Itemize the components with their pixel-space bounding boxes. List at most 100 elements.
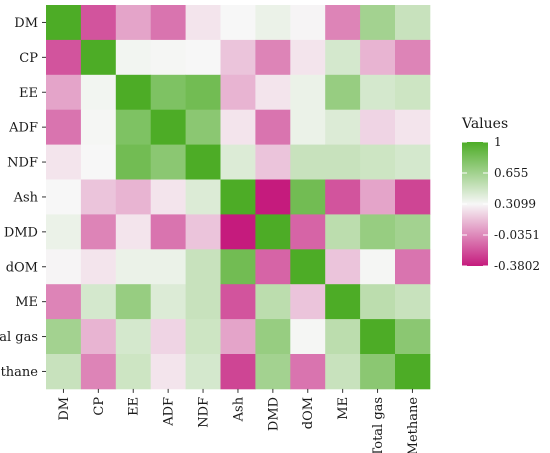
heatmap-cell bbox=[150, 284, 186, 320]
heatmap-cell bbox=[220, 39, 256, 76]
legend-tick-label: 0.3099 bbox=[494, 197, 536, 211]
x-tick-label: CP bbox=[92, 397, 107, 416]
heatmap-cell bbox=[360, 144, 396, 180]
y-tick-label: DM bbox=[14, 16, 38, 31]
x-tick-label: ME bbox=[336, 397, 351, 420]
heatmap-cell bbox=[290, 5, 326, 41]
y-tick-label: DMD bbox=[4, 225, 38, 240]
heatmap-cell bbox=[115, 5, 152, 41]
heatmap-cell bbox=[220, 249, 256, 285]
heatmap-cell bbox=[115, 214, 152, 250]
y-tick-label: CP bbox=[19, 51, 38, 66]
heatmap-cell bbox=[115, 74, 152, 111]
heatmap-cell bbox=[46, 214, 82, 250]
heatmap-cell bbox=[255, 319, 291, 355]
heatmap-cell bbox=[395, 249, 431, 285]
heatmap-cell bbox=[80, 109, 117, 145]
heatmap-cell bbox=[150, 214, 186, 250]
heatmap-cell bbox=[115, 109, 152, 145]
heatmap-cell bbox=[185, 179, 221, 215]
heatmap-cell bbox=[115, 354, 152, 390]
heatmap-cell bbox=[255, 179, 291, 215]
heatmap-cell bbox=[46, 354, 82, 390]
heatmap-cell bbox=[395, 284, 431, 320]
heatmap-cell bbox=[360, 179, 396, 215]
heatmap-cell bbox=[80, 144, 117, 180]
heatmap-cell bbox=[115, 284, 152, 320]
heatmap-cell bbox=[46, 74, 82, 111]
heatmap-cell bbox=[360, 109, 396, 145]
heatmap-cell bbox=[360, 214, 396, 250]
heatmap-cell bbox=[150, 39, 186, 76]
x-axis-ticks: DM CP EE ADF NDF Ash DMD dOM ME Total gas Methane bbox=[57, 388, 421, 453]
x-tick-label: Methane bbox=[406, 397, 421, 453]
heatmap-cell bbox=[395, 39, 431, 76]
heatmap-cell bbox=[255, 144, 291, 180]
heatmap-cell bbox=[220, 354, 256, 390]
y-tick-label: Ash bbox=[13, 190, 39, 205]
x-tick-label: dOM bbox=[301, 397, 316, 429]
heatmap-cell bbox=[220, 179, 256, 215]
heatmap-cell bbox=[115, 179, 152, 215]
x-tick-label: Ash bbox=[231, 396, 246, 422]
heatmap-cell bbox=[220, 5, 256, 41]
heatmap-cell bbox=[80, 214, 117, 250]
y-tick-label: Methane bbox=[0, 365, 38, 380]
heatmap-cell bbox=[360, 249, 396, 285]
heatmap-cell bbox=[150, 109, 186, 145]
x-tick-label: Total gas bbox=[371, 397, 386, 453]
heatmap-cell bbox=[46, 5, 82, 41]
heatmap-cell bbox=[46, 249, 82, 285]
heatmap-cell bbox=[80, 284, 117, 320]
heatmap-cell bbox=[185, 5, 221, 41]
heatmap-cell bbox=[185, 144, 221, 180]
y-tick-label: ADF bbox=[8, 121, 38, 136]
heatmap-cell bbox=[360, 319, 396, 355]
x-tick-label: DMD bbox=[266, 397, 281, 431]
heatmap-cell bbox=[150, 74, 186, 111]
heatmap-cell bbox=[185, 74, 221, 111]
heatmap-cell bbox=[150, 319, 186, 355]
heatmap-cell bbox=[290, 144, 326, 180]
x-tick-label: EE bbox=[127, 397, 142, 416]
heatmap-cell bbox=[46, 109, 82, 145]
heatmap-cell bbox=[255, 214, 291, 250]
heatmap-cell bbox=[150, 249, 186, 285]
y-tick-label: ME bbox=[15, 295, 38, 310]
heatmap-cell bbox=[46, 144, 82, 180]
heatmap-cells bbox=[46, 5, 431, 390]
legend-tick-label: 1 bbox=[494, 135, 502, 149]
heatmap-cell bbox=[220, 144, 256, 180]
heatmap-cell bbox=[80, 249, 117, 285]
heatmap-cell bbox=[290, 284, 326, 320]
heatmap-cell bbox=[255, 354, 291, 390]
heatmap-cell bbox=[255, 249, 291, 285]
heatmap-cell bbox=[325, 144, 361, 180]
heatmap-cell bbox=[115, 39, 152, 76]
legend-title: Values bbox=[461, 116, 508, 132]
y-tick-label: Total gas bbox=[0, 330, 38, 345]
heatmap-cell bbox=[80, 179, 117, 215]
heatmap-cell bbox=[360, 5, 396, 41]
heatmap-cell bbox=[115, 249, 152, 285]
heatmap-cell bbox=[150, 5, 186, 41]
heatmap-cell bbox=[325, 39, 361, 76]
heatmap-cell bbox=[360, 284, 396, 320]
heatmap-cell bbox=[290, 74, 326, 111]
heatmap-cell bbox=[395, 5, 431, 41]
heatmap-cell bbox=[185, 214, 221, 250]
heatmap-cell bbox=[290, 109, 326, 145]
heatmap-cell bbox=[115, 144, 152, 180]
heatmap-cell bbox=[395, 319, 431, 355]
heatmap-cell bbox=[360, 74, 396, 111]
heatmap-cell bbox=[255, 284, 291, 320]
heatmap-cell bbox=[290, 179, 326, 215]
legend-ticks: 1 0.655 0.3099 -0.0351 -0.3802 bbox=[462, 135, 540, 273]
heatmap-cell bbox=[115, 319, 152, 355]
heatmap-cell bbox=[220, 319, 256, 355]
heatmap-cell bbox=[325, 319, 361, 355]
color-legend: Values 1 0.655 0.3099 -0.0351 -0.3802 bbox=[461, 116, 540, 273]
heatmap-cell bbox=[80, 354, 117, 390]
heatmap-cell bbox=[395, 214, 431, 250]
